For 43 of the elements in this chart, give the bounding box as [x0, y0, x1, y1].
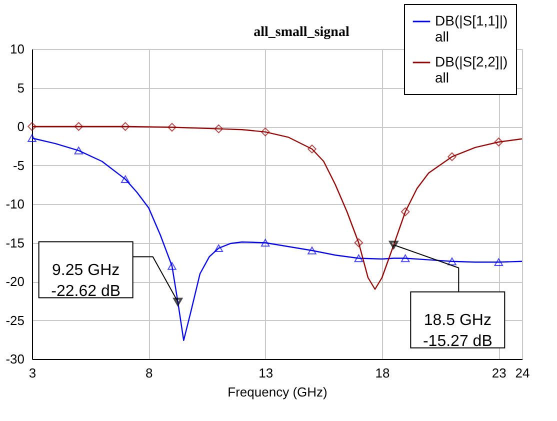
- y-tick-label: -5: [12, 158, 24, 173]
- point: [214, 244, 224, 252]
- point: [168, 262, 176, 270]
- y-tick-label: -30: [6, 352, 24, 366]
- point: [74, 146, 84, 154]
- annotation: 18.5 GHz -15.27 dB: [422, 312, 492, 350]
- point: [260, 238, 270, 247]
- point: [260, 128, 270, 136]
- point: [354, 238, 364, 248]
- x-tick-label: 13: [258, 366, 274, 380]
- y-tick-label: -25: [6, 312, 24, 328]
- chart-title: all_small_signal: [254, 25, 350, 40]
- x-tick-label: 23: [492, 366, 506, 380]
- x-tick-label: 3: [28, 366, 36, 380]
- y-tick-label: 10: [10, 42, 24, 56]
- point: [120, 175, 130, 184]
- legend-label: DB(|S[2,2]|) all: [435, 54, 508, 86]
- point: [28, 122, 36, 131]
- y-tick-label: 0: [17, 119, 24, 134]
- x-tick-label: 8: [146, 366, 153, 380]
- point: [168, 122, 176, 132]
- point: [354, 254, 364, 262]
- point: [448, 152, 456, 162]
- point: [214, 124, 224, 134]
- y-tick-label: -10: [6, 196, 24, 212]
- x-tick-label: 24: [515, 366, 530, 380]
- point: [400, 207, 410, 216]
- point: [400, 254, 410, 262]
- x-tick-label: 18: [375, 366, 390, 380]
- point: [494, 258, 504, 266]
- y-tick-label: -20: [6, 274, 24, 289]
- point: [74, 122, 84, 131]
- point: [120, 122, 130, 131]
- annotation: 9.25 GHz -22.62 dB: [51, 262, 121, 300]
- point: [308, 246, 316, 254]
- point: [448, 257, 456, 266]
- point: [494, 138, 504, 146]
- y-tick-label: -15: [6, 235, 24, 250]
- point: [308, 144, 316, 154]
- legend-label: DB(|S[1,1]|) all: [435, 12, 508, 44]
- x-axis-title: Frequency (GHz): [228, 384, 328, 400]
- y-tick-label: 5: [17, 80, 24, 96]
- point: [28, 134, 36, 142]
